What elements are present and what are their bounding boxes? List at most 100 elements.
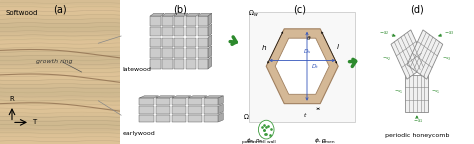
Polygon shape: [204, 96, 223, 98]
Text: $\Omega_w$: $\Omega_w$: [248, 9, 259, 19]
Text: (c): (c): [293, 4, 306, 14]
Bar: [0, 11, 120, 14]
Bar: [155, 98, 170, 105]
Text: $D_s$: $D_s$: [303, 47, 311, 56]
Bar: [204, 106, 219, 114]
Bar: [0, 111, 120, 115]
Bar: [0, 115, 120, 119]
Bar: [172, 98, 186, 105]
Bar: [155, 115, 170, 122]
Polygon shape: [275, 38, 329, 94]
Bar: [150, 38, 161, 47]
Bar: [0, 140, 120, 144]
Bar: [188, 115, 202, 122]
Polygon shape: [219, 104, 223, 114]
Bar: [172, 106, 186, 114]
Bar: [186, 59, 196, 69]
Bar: [174, 27, 184, 36]
Bar: [0, 25, 120, 29]
Polygon shape: [155, 96, 175, 98]
Bar: [0, 39, 120, 43]
Bar: [0, 75, 120, 79]
Text: $-s_3$: $-s_3$: [444, 29, 455, 37]
Polygon shape: [208, 57, 212, 69]
Text: $h$: $h$: [261, 43, 267, 52]
Bar: [150, 16, 161, 26]
Bar: [0, 133, 120, 137]
Text: growth ring: growth ring: [36, 59, 73, 64]
Bar: [204, 98, 219, 105]
Bar: [0, 32, 120, 36]
Bar: [0, 86, 120, 90]
Text: porous cell wall: porous cell wall: [242, 140, 276, 144]
Text: (b): (b): [173, 4, 187, 14]
Text: (d): (d): [410, 4, 424, 14]
Bar: [0, 50, 120, 54]
Polygon shape: [186, 13, 200, 16]
Bar: [0, 122, 120, 126]
Bar: [0, 129, 120, 133]
Polygon shape: [162, 13, 176, 16]
Bar: [204, 115, 219, 122]
Polygon shape: [219, 96, 223, 105]
Bar: [162, 38, 173, 47]
Bar: [0, 7, 120, 11]
Polygon shape: [198, 13, 212, 16]
Text: $t$: $t$: [303, 111, 308, 119]
Bar: [0, 57, 120, 61]
Text: (a): (a): [53, 4, 67, 14]
Bar: [0, 0, 120, 4]
Bar: [198, 59, 208, 69]
Polygon shape: [174, 13, 188, 16]
Bar: [155, 106, 170, 114]
Polygon shape: [391, 30, 427, 79]
Bar: [0, 47, 120, 50]
Text: $-s_2$: $-s_2$: [379, 29, 390, 37]
Polygon shape: [172, 96, 191, 98]
Text: $-s_2$: $-s_2$: [382, 55, 392, 62]
Bar: [198, 27, 208, 36]
Polygon shape: [139, 96, 158, 98]
Text: $\phi_l, p_l$: $\phi_l, p_l$: [314, 136, 328, 144]
Bar: [174, 48, 184, 58]
Bar: [0, 93, 120, 97]
Text: $\Omega$: $\Omega$: [244, 112, 250, 121]
Bar: [0, 65, 120, 68]
Text: $l$: $l$: [337, 42, 340, 51]
Bar: [198, 48, 208, 58]
Bar: [0, 97, 120, 101]
Text: R: R: [9, 96, 14, 102]
Bar: [162, 27, 173, 36]
Bar: [0, 72, 120, 76]
Bar: [174, 16, 184, 26]
Text: lumen: lumen: [321, 140, 335, 144]
Text: Softwood: Softwood: [6, 10, 38, 16]
Polygon shape: [208, 35, 212, 47]
Bar: [0, 119, 120, 122]
Bar: [0, 68, 120, 72]
Bar: [186, 48, 196, 58]
Text: $\phi_w, p_w$: $\phi_w, p_w$: [246, 136, 264, 144]
Bar: [0, 3, 120, 7]
Bar: [0, 61, 120, 65]
Bar: [0, 21, 120, 25]
Bar: [0, 137, 120, 140]
Bar: [150, 27, 161, 36]
Text: earlywood: earlywood: [122, 131, 155, 136]
Polygon shape: [208, 13, 212, 26]
Bar: [0, 126, 120, 130]
Text: latewood: latewood: [122, 67, 151, 72]
Bar: [0, 54, 120, 58]
Bar: [249, 12, 355, 122]
Bar: [188, 98, 202, 105]
Bar: [174, 59, 184, 69]
Bar: [0, 29, 120, 32]
Text: $-s_1$: $-s_1$: [413, 117, 423, 125]
Bar: [150, 48, 161, 58]
Polygon shape: [208, 24, 212, 36]
Bar: [0, 104, 120, 108]
Bar: [188, 106, 202, 114]
Bar: [162, 16, 173, 26]
Text: T: T: [32, 119, 36, 125]
Polygon shape: [150, 13, 164, 16]
